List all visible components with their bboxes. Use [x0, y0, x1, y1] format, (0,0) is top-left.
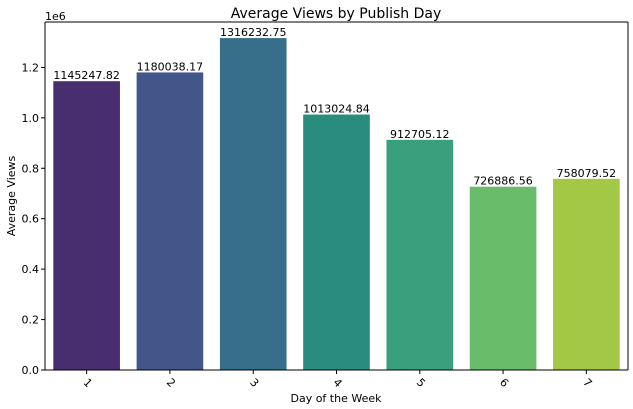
x-tick-label-1: 1 — [81, 376, 95, 390]
data-label-7: 758079.52 — [557, 167, 617, 180]
y-axis-offset-label: 1e6 — [45, 10, 66, 23]
plot-area: 1145247.82 1 1180038.17 2 1316232.75 3 1013024… — [22, 21, 629, 390]
data-label-2: 1180038.17 — [137, 60, 203, 73]
y-tick-label-0: 0.0 — [22, 364, 40, 377]
y-axis-label: Average Views — [5, 155, 18, 236]
y-tick-label-1: 0.2 — [22, 314, 40, 327]
x-axis-label: Day of the Week — [290, 392, 382, 405]
bar-4 — [303, 114, 370, 370]
x-tick-label-7: 7 — [580, 376, 594, 390]
chart-title: Average Views by Publish Day — [231, 6, 442, 22]
data-label-4: 1013024.84 — [303, 103, 369, 116]
y-tick-label-4: 0.8 — [22, 162, 40, 175]
bar-1 — [53, 81, 120, 371]
y-tick-label-3: 0.6 — [22, 213, 40, 226]
bar-5 — [386, 139, 454, 370]
data-label-3: 1316232.75 — [220, 26, 286, 39]
bar-7 — [553, 178, 620, 370]
x-tick-label-2: 2 — [164, 376, 178, 390]
x-tick-label-4: 4 — [330, 376, 344, 390]
bar-2 — [136, 72, 204, 370]
y-tick-label-5: 1.0 — [22, 112, 40, 125]
data-label-6: 726886.56 — [473, 175, 533, 188]
bar-6 — [469, 186, 537, 370]
data-label-1: 1145247.82 — [53, 69, 119, 82]
x-tick-label-6: 6 — [497, 376, 511, 390]
bar-3 — [219, 38, 287, 370]
y-tick-label-2: 0.4 — [22, 263, 40, 276]
x-tick-label-5: 5 — [414, 376, 428, 390]
x-tick-label-3: 3 — [247, 376, 261, 390]
data-label-5: 912705.12 — [390, 128, 450, 141]
y-tick-label-6: 1.2 — [22, 61, 40, 74]
